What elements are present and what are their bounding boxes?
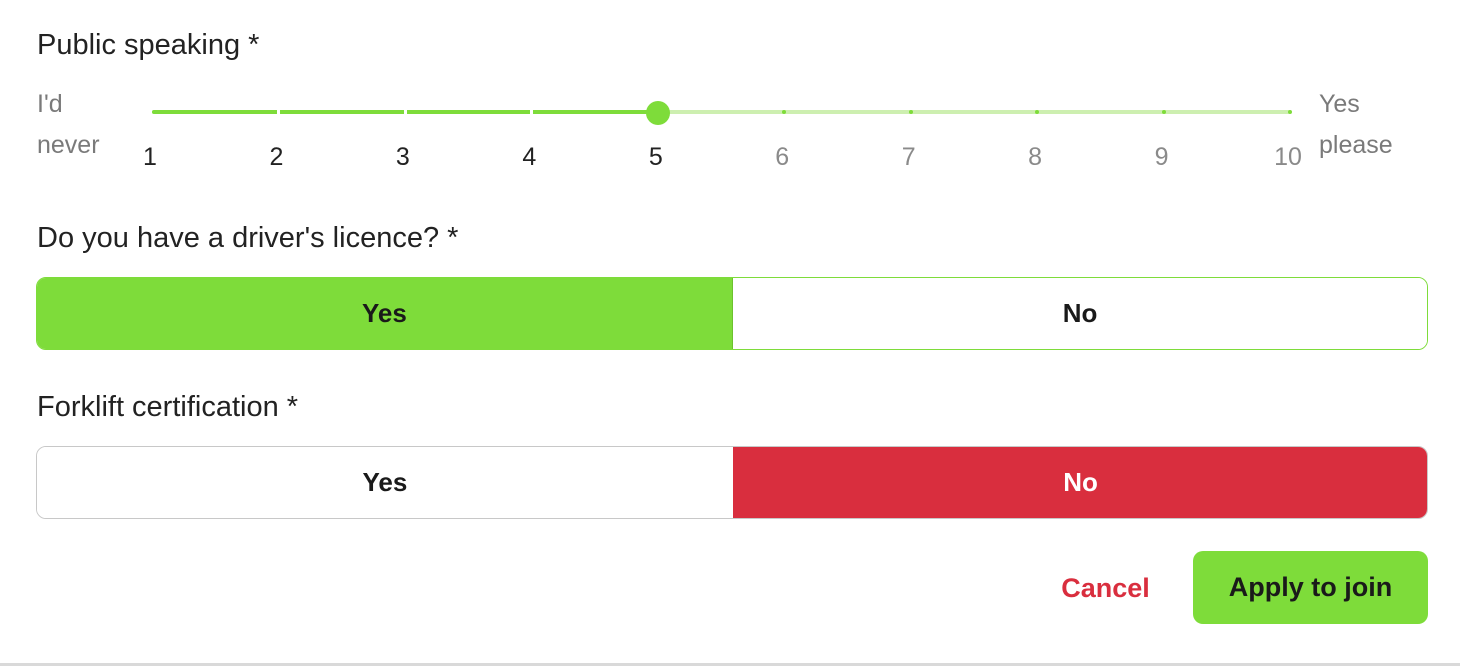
slider-tick-mark: [403, 109, 407, 115]
slider-tick-label[interactable]: 6: [775, 143, 790, 171]
slider-tick-mark: [1161, 110, 1166, 114]
slider-tick-label[interactable]: 4: [522, 143, 537, 171]
drivers-licence-yes-button[interactable]: Yes: [37, 278, 732, 349]
drivers-licence-toggle: Yes No: [36, 277, 1428, 350]
slider-max-label-line2: please: [1319, 131, 1393, 159]
slider-min-label-line2: never: [37, 131, 100, 159]
slider-tick-label[interactable]: 9: [1154, 143, 1169, 171]
page-bottom-edge: [0, 663, 1460, 666]
slider-max-label-line1: Yes: [1319, 90, 1360, 118]
drivers-licence-no-button[interactable]: No: [731, 278, 1427, 349]
cancel-button[interactable]: Cancel: [1061, 572, 1150, 603]
drivers-licence-label: Do you have a driver's licence? *: [37, 222, 459, 254]
slider-tick-mark: [908, 110, 913, 114]
slider-tick-label[interactable]: 10: [1274, 143, 1302, 171]
slider-min-label-line1: I'd: [37, 90, 63, 118]
slider-tick-label[interactable]: 2: [269, 143, 284, 171]
slider-tick-label[interactable]: 3: [395, 143, 410, 171]
forklift-certification-toggle: Yes No: [36, 446, 1428, 519]
slider-tick-label[interactable]: 1: [143, 143, 157, 171]
public-speaking-slider-track[interactable]: [152, 109, 1292, 115]
slider-tick-label[interactable]: 8: [1028, 143, 1043, 171]
public-speaking-slider-thumb[interactable]: [645, 101, 670, 125]
forklift-no-button[interactable]: No: [732, 447, 1427, 518]
slider-tick-mark: [530, 109, 534, 115]
slider-tick-label[interactable]: 7: [901, 143, 916, 171]
slider-tick-mark: [1035, 110, 1040, 114]
slider-tick-mark: [277, 109, 281, 115]
slider-tick-mark: [782, 110, 787, 114]
slider-tick-mark: [1288, 110, 1292, 114]
forklift-certification-label: Forklift certification *: [37, 391, 299, 423]
public-speaking-label: Public speaking *: [37, 29, 260, 61]
apply-to-join-button[interactable]: Apply to join: [1193, 551, 1428, 624]
forklift-yes-button[interactable]: Yes: [37, 447, 733, 518]
slider-tick-label[interactable]: 5: [648, 143, 663, 171]
